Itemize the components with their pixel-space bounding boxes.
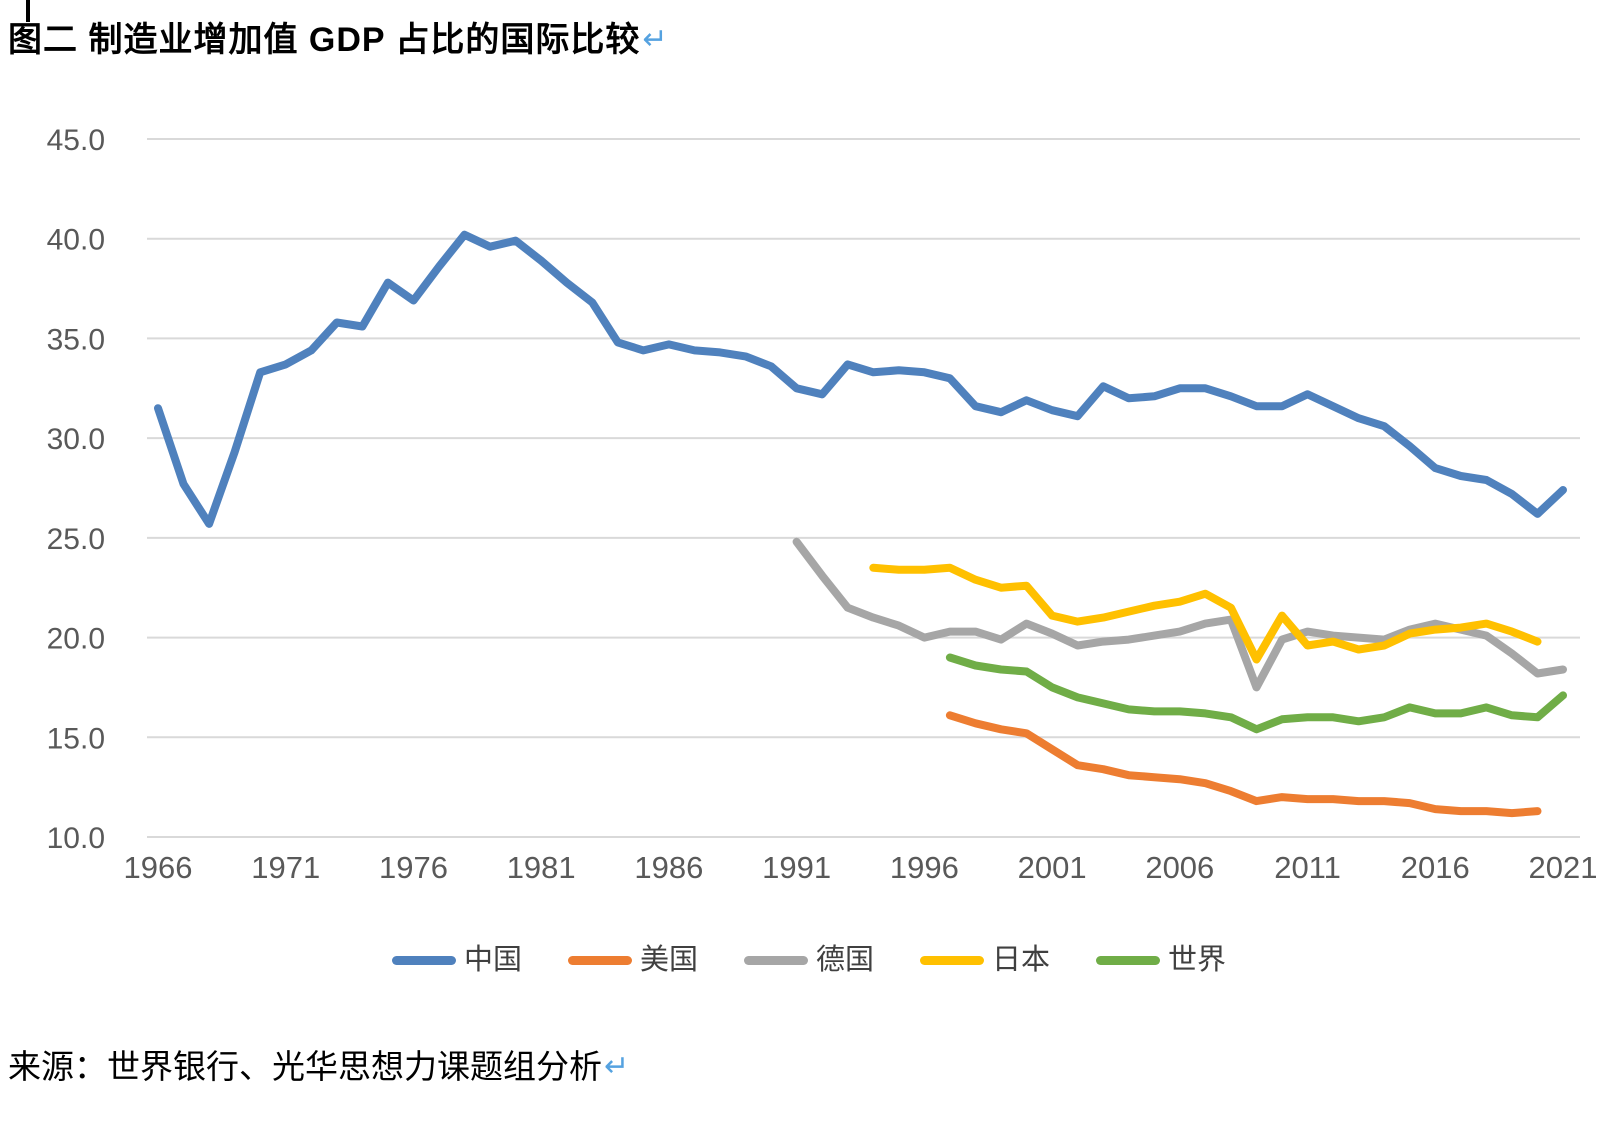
y-axis-tick-label: 20.0 (47, 623, 105, 656)
source-note-text: 来源：世界银行、光华思想力课题组分析 (8, 1050, 602, 1086)
legend-item-germany: 德国 (743, 943, 874, 976)
china-line-swatch (391, 955, 456, 965)
chart-title: 图二 制造业增加值 GDP 占比的国际比较↵ (8, 12, 669, 61)
world-line-swatch (1096, 955, 1161, 965)
y-axis-tick-label: 40.0 (47, 224, 105, 257)
x-axis-tick-label: 2006 (1145, 850, 1214, 885)
legend-label-world: 世界 (1168, 943, 1227, 976)
y-axis-tick-label: 25.0 (47, 523, 105, 556)
germany-line-swatch (743, 955, 808, 965)
legend-item-world: 世界 (1096, 943, 1227, 976)
text-cursor (26, 0, 30, 22)
y-axis-tick-label: 35.0 (47, 323, 105, 356)
y-axis-tick-label: 15.0 (47, 722, 105, 755)
series-line-世界 (945, 653, 1567, 734)
series-line-德国 (792, 537, 1567, 692)
chart-legend: 中国 美国 德国 日本 世界 (0, 932, 1618, 988)
y-axis-tick-label: 10.0 (47, 822, 105, 855)
legend-label-japan: 日本 (992, 943, 1051, 976)
series-line-美国 (945, 711, 1542, 818)
x-axis-tick-label: 1976 (379, 850, 448, 885)
x-axis-tick-label: 2001 (1018, 850, 1087, 885)
x-axis-tick-label: 1981 (507, 850, 576, 885)
y-axis-tick-label: 30.0 (47, 423, 105, 456)
legend-label-china: 中国 (463, 943, 522, 976)
x-axis-tick-label: 1991 (762, 850, 831, 885)
legend-label-germany: 德国 (815, 943, 874, 976)
paragraph-return-icon: ↵ (642, 23, 669, 56)
paragraph-return-icon: ↵ (604, 1050, 630, 1083)
x-axis-tick-label: 1986 (634, 850, 703, 885)
legend-item-usa: 美国 (567, 943, 698, 976)
chart-canvas: 45.0 40.0 35.0 30.0 25.0 20.0 15.0 10.0 1966 1971… (47, 124, 1598, 885)
usa-line-swatch (567, 955, 632, 965)
legend-label-usa: 美国 (639, 943, 698, 976)
x-axis-tick-label: 1971 (251, 850, 320, 885)
x-axis-tick-label: 2021 (1529, 850, 1598, 885)
legend-item-china: 中国 (391, 943, 522, 976)
x-axis-tick-label: 1966 (124, 850, 193, 885)
japan-line-swatch (920, 955, 984, 965)
series-line-中国 (154, 230, 1567, 528)
x-axis-tick-label: 2016 (1401, 850, 1470, 885)
line-chart: 45.0 40.0 35.0 30.0 25.0 20.0 15.0 10.0 1966 1971… (47, 124, 1598, 885)
x-axis-tick-label: 2011 (1274, 850, 1341, 885)
series-line-日本 (869, 563, 1542, 664)
y-axis-tick-label: 45.0 (47, 124, 105, 157)
legend-item-japan: 日本 (920, 943, 1051, 976)
source-note: 来源：世界银行、光华思想力课题组分析↵ (8, 1040, 629, 1088)
x-axis-tick-label: 1996 (890, 850, 959, 885)
chart-title-text: 图二 制造业增加值 GDP 占比的国际比较 (8, 21, 641, 59)
